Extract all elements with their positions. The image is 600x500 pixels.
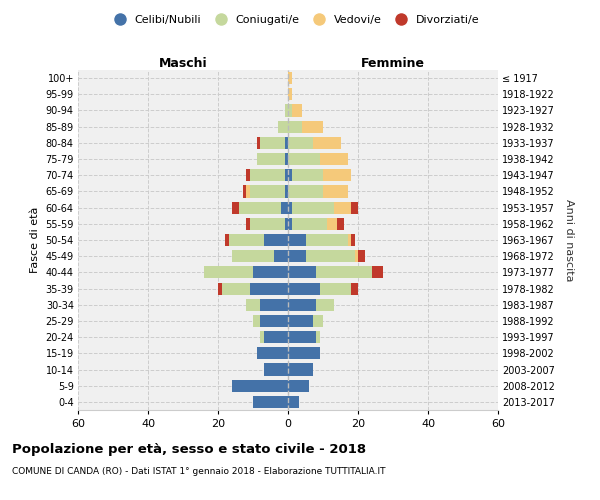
Bar xyxy=(316,298,334,311)
Bar xyxy=(292,202,334,213)
Bar xyxy=(250,169,284,181)
Bar xyxy=(284,186,288,198)
Bar xyxy=(288,331,316,343)
Bar xyxy=(232,250,274,262)
Bar xyxy=(288,315,313,327)
Bar xyxy=(250,186,284,198)
Bar xyxy=(229,234,263,246)
Bar xyxy=(246,186,250,198)
Bar xyxy=(313,315,323,327)
Bar xyxy=(281,202,288,213)
Bar xyxy=(323,186,347,198)
Bar xyxy=(334,202,351,213)
Bar xyxy=(288,72,292,84)
Bar xyxy=(292,104,302,117)
Bar xyxy=(288,202,292,213)
Bar xyxy=(305,234,347,246)
Bar xyxy=(284,104,288,117)
Bar xyxy=(288,396,299,408)
Bar xyxy=(313,137,341,149)
Text: COMUNE DI CANDA (RO) - Dati ISTAT 1° gennaio 2018 - Elaborazione TUTTITALIA.IT: COMUNE DI CANDA (RO) - Dati ISTAT 1° gen… xyxy=(12,468,386,476)
Bar xyxy=(263,331,288,343)
Bar xyxy=(232,202,239,213)
Bar xyxy=(257,348,288,360)
Bar xyxy=(288,186,323,198)
Bar xyxy=(246,218,250,230)
Bar xyxy=(288,250,305,262)
Bar xyxy=(260,298,288,311)
Text: Femmine: Femmine xyxy=(361,57,425,70)
Bar xyxy=(263,364,288,376)
Bar xyxy=(288,282,320,294)
Y-axis label: Anni di nascita: Anni di nascita xyxy=(565,198,574,281)
Bar xyxy=(225,234,229,246)
Bar xyxy=(372,266,383,278)
Bar xyxy=(260,315,288,327)
Bar xyxy=(355,250,358,262)
Bar xyxy=(250,218,284,230)
Bar xyxy=(292,218,326,230)
Bar xyxy=(284,137,288,149)
Bar xyxy=(288,380,309,392)
Bar xyxy=(288,137,313,149)
Bar xyxy=(274,250,288,262)
Bar xyxy=(218,282,221,294)
Bar xyxy=(246,298,260,311)
Bar xyxy=(239,202,281,213)
Bar xyxy=(221,282,250,294)
Bar xyxy=(302,120,323,132)
Bar xyxy=(288,120,302,132)
Bar xyxy=(260,137,284,149)
Bar xyxy=(288,104,292,117)
Bar xyxy=(358,250,365,262)
Bar xyxy=(337,218,344,230)
Bar xyxy=(288,88,292,101)
Text: Popolazione per età, sesso e stato civile - 2018: Popolazione per età, sesso e stato civil… xyxy=(12,442,366,456)
Bar xyxy=(326,218,337,230)
Bar xyxy=(288,234,305,246)
Bar xyxy=(232,380,288,392)
Bar xyxy=(253,315,260,327)
Bar xyxy=(204,266,253,278)
Bar xyxy=(288,364,313,376)
Bar xyxy=(288,266,316,278)
Bar xyxy=(277,120,288,132)
Bar xyxy=(288,298,316,311)
Bar xyxy=(316,266,372,278)
Bar xyxy=(292,169,323,181)
Bar xyxy=(320,153,347,165)
Bar xyxy=(288,153,320,165)
Bar xyxy=(263,234,288,246)
Bar xyxy=(351,282,358,294)
Bar xyxy=(351,202,358,213)
Bar xyxy=(351,234,355,246)
Legend: Celibi/Nubili, Coniugati/e, Vedovi/e, Divorziati/e: Celibi/Nubili, Coniugati/e, Vedovi/e, Di… xyxy=(104,10,484,29)
Bar xyxy=(257,153,284,165)
Bar xyxy=(253,396,288,408)
Y-axis label: Fasce di età: Fasce di età xyxy=(30,207,40,273)
Bar xyxy=(284,153,288,165)
Bar xyxy=(316,331,320,343)
Bar xyxy=(288,169,292,181)
Bar xyxy=(257,137,260,149)
Bar xyxy=(320,282,351,294)
Bar xyxy=(284,169,288,181)
Bar xyxy=(347,234,351,246)
Bar xyxy=(260,331,263,343)
Bar xyxy=(288,348,320,360)
Bar xyxy=(323,169,351,181)
Bar xyxy=(246,169,250,181)
Bar xyxy=(242,186,246,198)
Bar xyxy=(288,218,292,230)
Text: Maschi: Maschi xyxy=(158,57,208,70)
Bar xyxy=(250,282,288,294)
Bar xyxy=(284,218,288,230)
Bar xyxy=(305,250,355,262)
Bar xyxy=(253,266,288,278)
